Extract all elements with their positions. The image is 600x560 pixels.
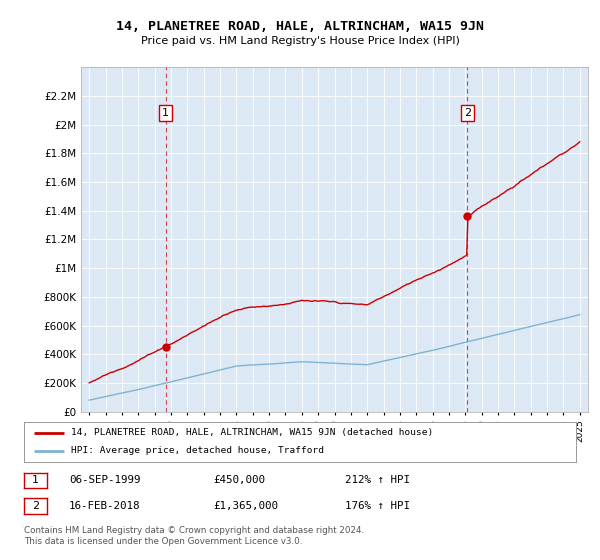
Text: 14, PLANETREE ROAD, HALE, ALTRINCHAM, WA15 9JN (detached house): 14, PLANETREE ROAD, HALE, ALTRINCHAM, WA… xyxy=(71,428,433,437)
Text: Contains HM Land Registry data © Crown copyright and database right 2024.
This d: Contains HM Land Registry data © Crown c… xyxy=(24,526,364,546)
Text: 1: 1 xyxy=(162,108,169,118)
Text: 16-FEB-2018: 16-FEB-2018 xyxy=(69,501,140,511)
Text: 212% ↑ HPI: 212% ↑ HPI xyxy=(345,475,410,486)
Text: 2: 2 xyxy=(464,108,471,118)
Text: 176% ↑ HPI: 176% ↑ HPI xyxy=(345,501,410,511)
Text: 1: 1 xyxy=(32,475,39,486)
Text: £450,000: £450,000 xyxy=(213,475,265,486)
Text: 14, PLANETREE ROAD, HALE, ALTRINCHAM, WA15 9JN: 14, PLANETREE ROAD, HALE, ALTRINCHAM, WA… xyxy=(116,20,484,33)
Text: Price paid vs. HM Land Registry's House Price Index (HPI): Price paid vs. HM Land Registry's House … xyxy=(140,36,460,46)
Text: 2: 2 xyxy=(32,501,39,511)
Text: £1,365,000: £1,365,000 xyxy=(213,501,278,511)
Text: 06-SEP-1999: 06-SEP-1999 xyxy=(69,475,140,486)
Text: HPI: Average price, detached house, Trafford: HPI: Average price, detached house, Traf… xyxy=(71,446,324,455)
